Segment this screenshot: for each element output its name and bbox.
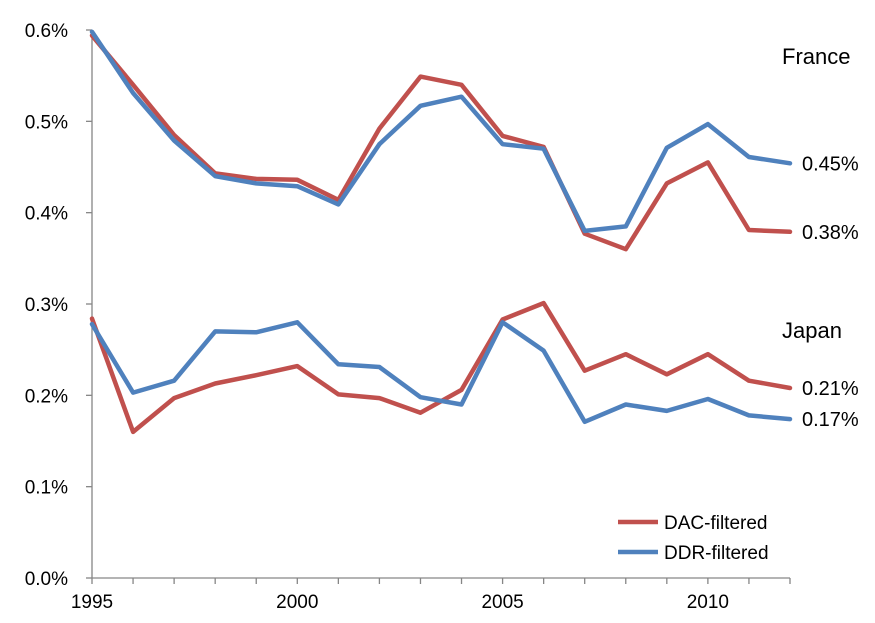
series-end-label: 0.17% [802, 409, 859, 431]
y-tick-label: 0.6% [25, 21, 68, 42]
series-end-label: 0.38% [802, 222, 859, 244]
legend-label: DAC-filtered [664, 513, 767, 534]
series-line-japan-ddr-filtered [89, 320, 793, 425]
legend: DAC-filtered DDR-filtered [618, 513, 769, 564]
y-tick-label: 0.1% [25, 478, 68, 499]
series-line-japan-dac-filtered [89, 300, 793, 435]
series-end-label: 0.45% [802, 153, 859, 175]
y-tick-label: 0.2% [25, 386, 68, 407]
y-tick-label: 0.4% [25, 204, 68, 225]
series-line-france-dac-filtered [89, 33, 793, 252]
x-tick-label: 1995 [71, 592, 113, 613]
legend-label: DDR-filtered [664, 543, 769, 564]
group-label-france: France [782, 44, 850, 69]
x-tick-label: 2010 [687, 592, 729, 613]
group-label-japan: Japan [782, 318, 842, 343]
y-tick-label: 0.0% [25, 569, 68, 590]
series-end-label: 0.21% [802, 378, 859, 400]
series-line-france-ddr-filtered [89, 29, 793, 234]
y-tick-label: 0.3% [25, 295, 68, 316]
labels-layer: 0.38% 0.45% 0.21% 0.17% France Japan [782, 44, 859, 431]
series-layer [89, 29, 793, 435]
x-tick-label: 2005 [481, 592, 523, 613]
axes: 0.0% 0.1% 0.2% 0.3% 0.4% 0.5% 0.6% 1995 2000 2005… [25, 21, 791, 613]
x-tick-label: 2000 [276, 592, 318, 613]
y-tick-label: 0.5% [25, 112, 68, 133]
